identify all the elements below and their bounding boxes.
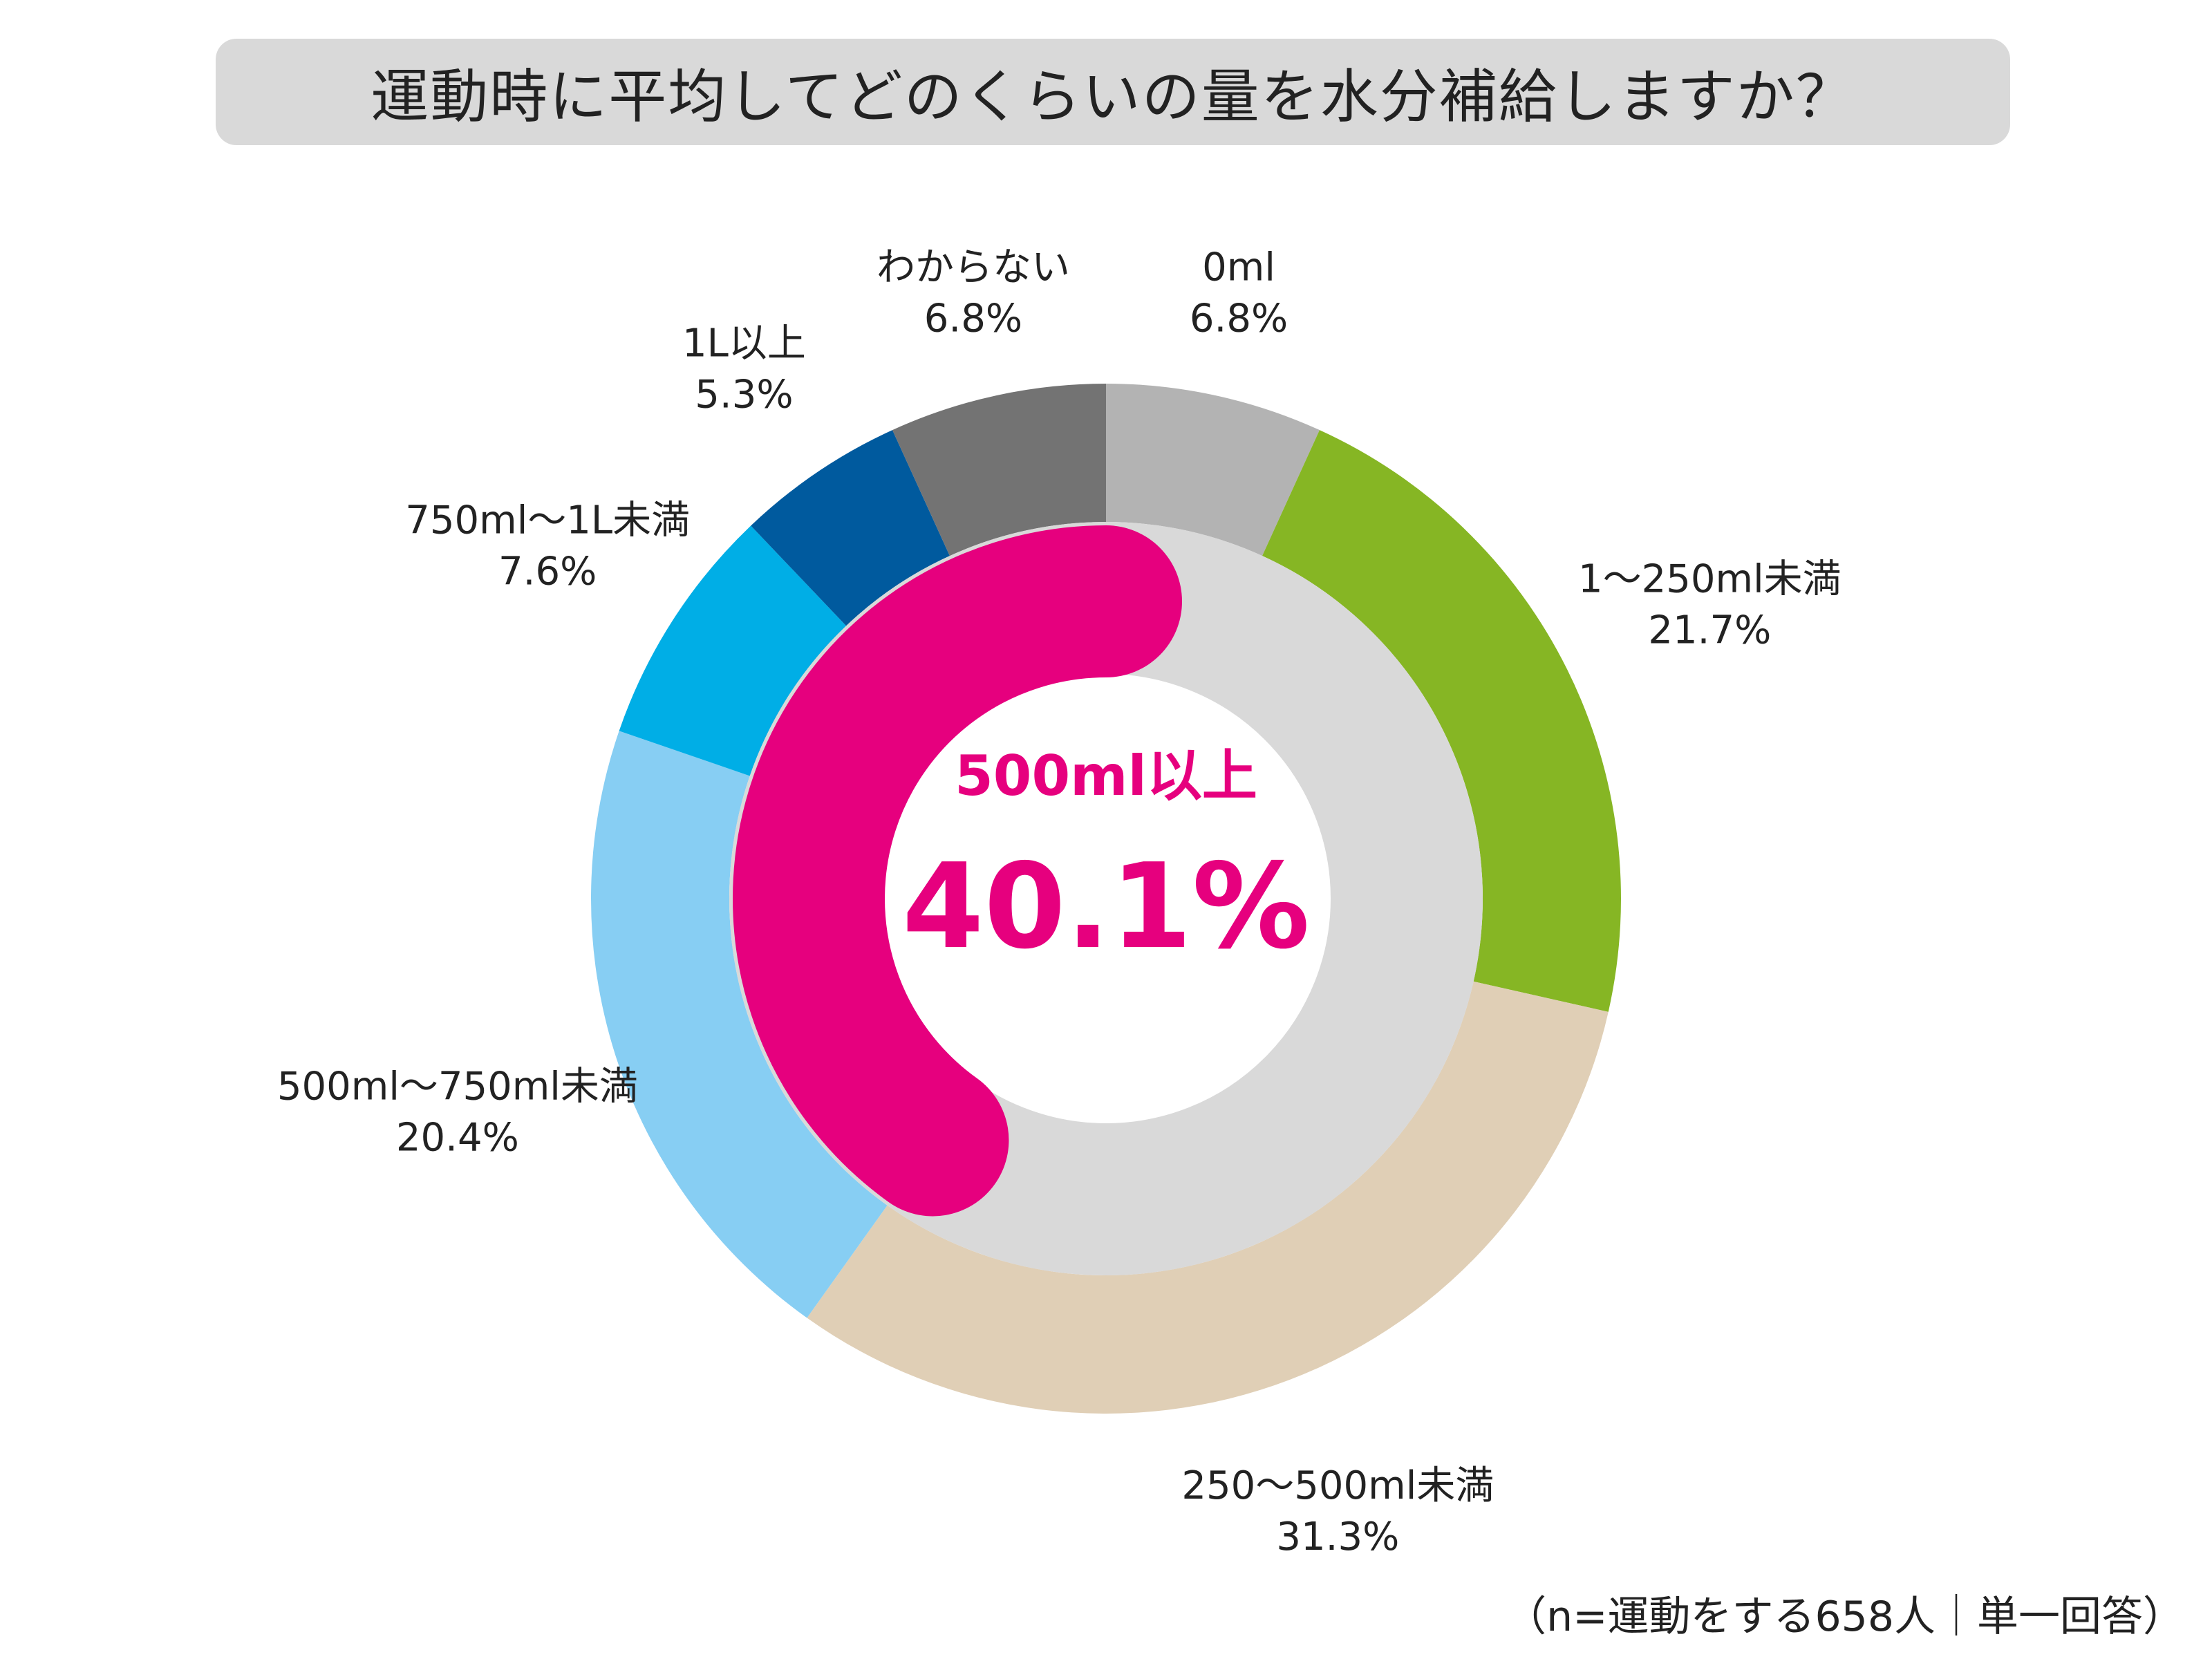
- slice-3: [591, 731, 888, 1318]
- slice-2: [807, 981, 1609, 1414]
- outer-ring: [591, 384, 1621, 1414]
- slice-category-label: 750ml～1L未満: [405, 498, 690, 543]
- slice-5: [751, 430, 950, 626]
- slice-category-label: 1～250ml未満: [1578, 557, 1841, 602]
- highlight-arc: [733, 525, 1182, 1217]
- slice-value-label: 6.8%: [1190, 297, 1288, 341]
- slice-4: [619, 525, 847, 776]
- slice-labels: 0ml 6.8% 1～250ml未満 21.7% 250～500ml未満 31.3% 500…: [277, 245, 1841, 1560]
- slice-category-label: 500ml～750ml未満: [277, 1064, 638, 1109]
- slice-label-2: 250～500ml未満 31.3%: [1181, 1463, 1494, 1559]
- slice-value-label: 6.8%: [924, 297, 1022, 341]
- footnote: （n=運動をする658人｜単一回答）: [1505, 1593, 2184, 1641]
- slice-category-label: わからない: [877, 245, 1070, 290]
- chart-title: 運動時に平均してどのくらいの量を水分補給しますか？: [371, 62, 1855, 131]
- slice-0: [1106, 384, 1320, 556]
- slice-category-label: 1L以上: [682, 321, 806, 366]
- slice-1: [1262, 430, 1621, 1012]
- slice-label-5: 1L以上 5.3%: [682, 321, 806, 417]
- slice-label-3: 500ml～750ml未満 20.4%: [277, 1064, 638, 1160]
- highlight-label: 500ml以上: [955, 744, 1257, 808]
- chart-title-box: 運動時に平均してどのくらいの量を水分補給しますか？: [216, 39, 2010, 145]
- inner-ring: [729, 522, 1483, 1275]
- slice-category-label: 0ml: [1202, 245, 1275, 290]
- slice-label-1: 1～250ml未満 21.7%: [1578, 557, 1841, 653]
- slice-value-label: 31.3%: [1276, 1515, 1399, 1559]
- slice-value-label: 20.4%: [396, 1115, 519, 1160]
- slice-value-label: 5.3%: [695, 372, 793, 417]
- slice-label-0: 0ml 6.8%: [1190, 245, 1288, 341]
- slice-6: [892, 384, 1106, 556]
- slice-label-6: わからない 6.8%: [877, 245, 1070, 341]
- slice-value-label: 21.7%: [1648, 608, 1771, 653]
- highlight-value: 40.1%: [902, 838, 1310, 975]
- slice-value-label: 7.6%: [498, 549, 597, 594]
- slice-label-4: 750ml～1L未満 7.6%: [405, 498, 690, 594]
- slice-category-label: 250～500ml未満: [1181, 1463, 1494, 1508]
